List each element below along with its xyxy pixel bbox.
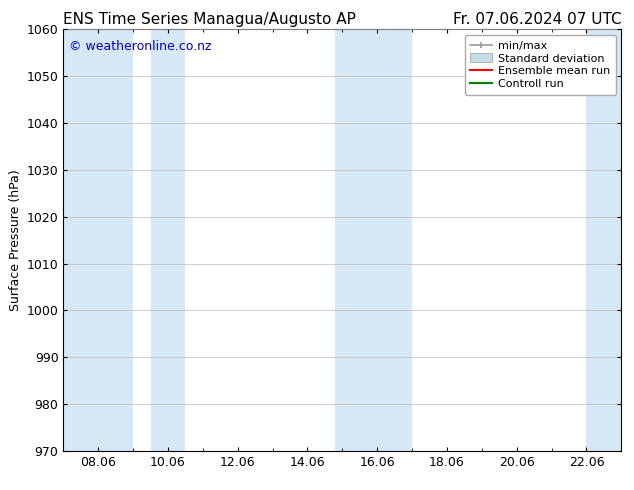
Bar [63, 29, 133, 451]
Text: ENS Time Series Managua/Augusto AP: ENS Time Series Managua/Augusto AP [63, 12, 356, 27]
Bar [586, 29, 621, 451]
Text: © weatheronline.co.nz: © weatheronline.co.nz [69, 40, 212, 53]
Legend: min/max, Standard deviation, Ensemble mean run, Controll run: min/max, Standard deviation, Ensemble me… [465, 35, 616, 95]
Y-axis label: Surface Pressure (hPa): Surface Pressure (hPa) [10, 169, 22, 311]
Bar [151, 29, 186, 451]
Bar [360, 29, 412, 451]
Text: Fr. 07.06.2024 07 UTC: Fr. 07.06.2024 07 UTC [453, 12, 621, 27]
Bar [335, 29, 360, 451]
